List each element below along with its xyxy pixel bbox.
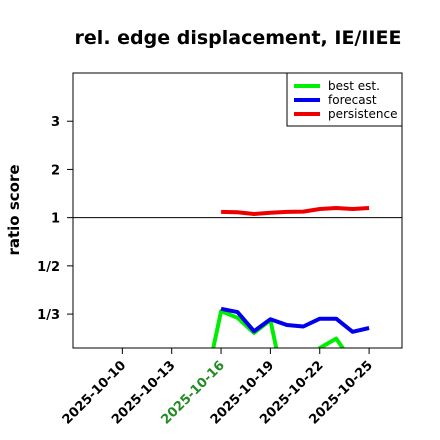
y-axis-label: ratio score — [5, 164, 23, 255]
plot-frame — [72, 72, 403, 349]
y-tick-label: 1 — [51, 212, 60, 227]
y-tick-label: 2 — [51, 163, 60, 178]
y-tick-label: 1/3 — [37, 308, 60, 323]
chart-title: rel. edge displacement, IE/IIEE — [75, 27, 402, 49]
series-line-forecast — [220, 306, 370, 334]
y-tick-label: 1/2 — [37, 260, 60, 275]
legend-label: best est. — [328, 79, 380, 93]
y-tick-label: 3 — [51, 115, 60, 130]
series-line-best-est — [211, 309, 346, 348]
series-line-persistence — [221, 206, 370, 216]
legend-label: persistence — [328, 107, 397, 121]
legend-label: forecast — [328, 93, 377, 107]
